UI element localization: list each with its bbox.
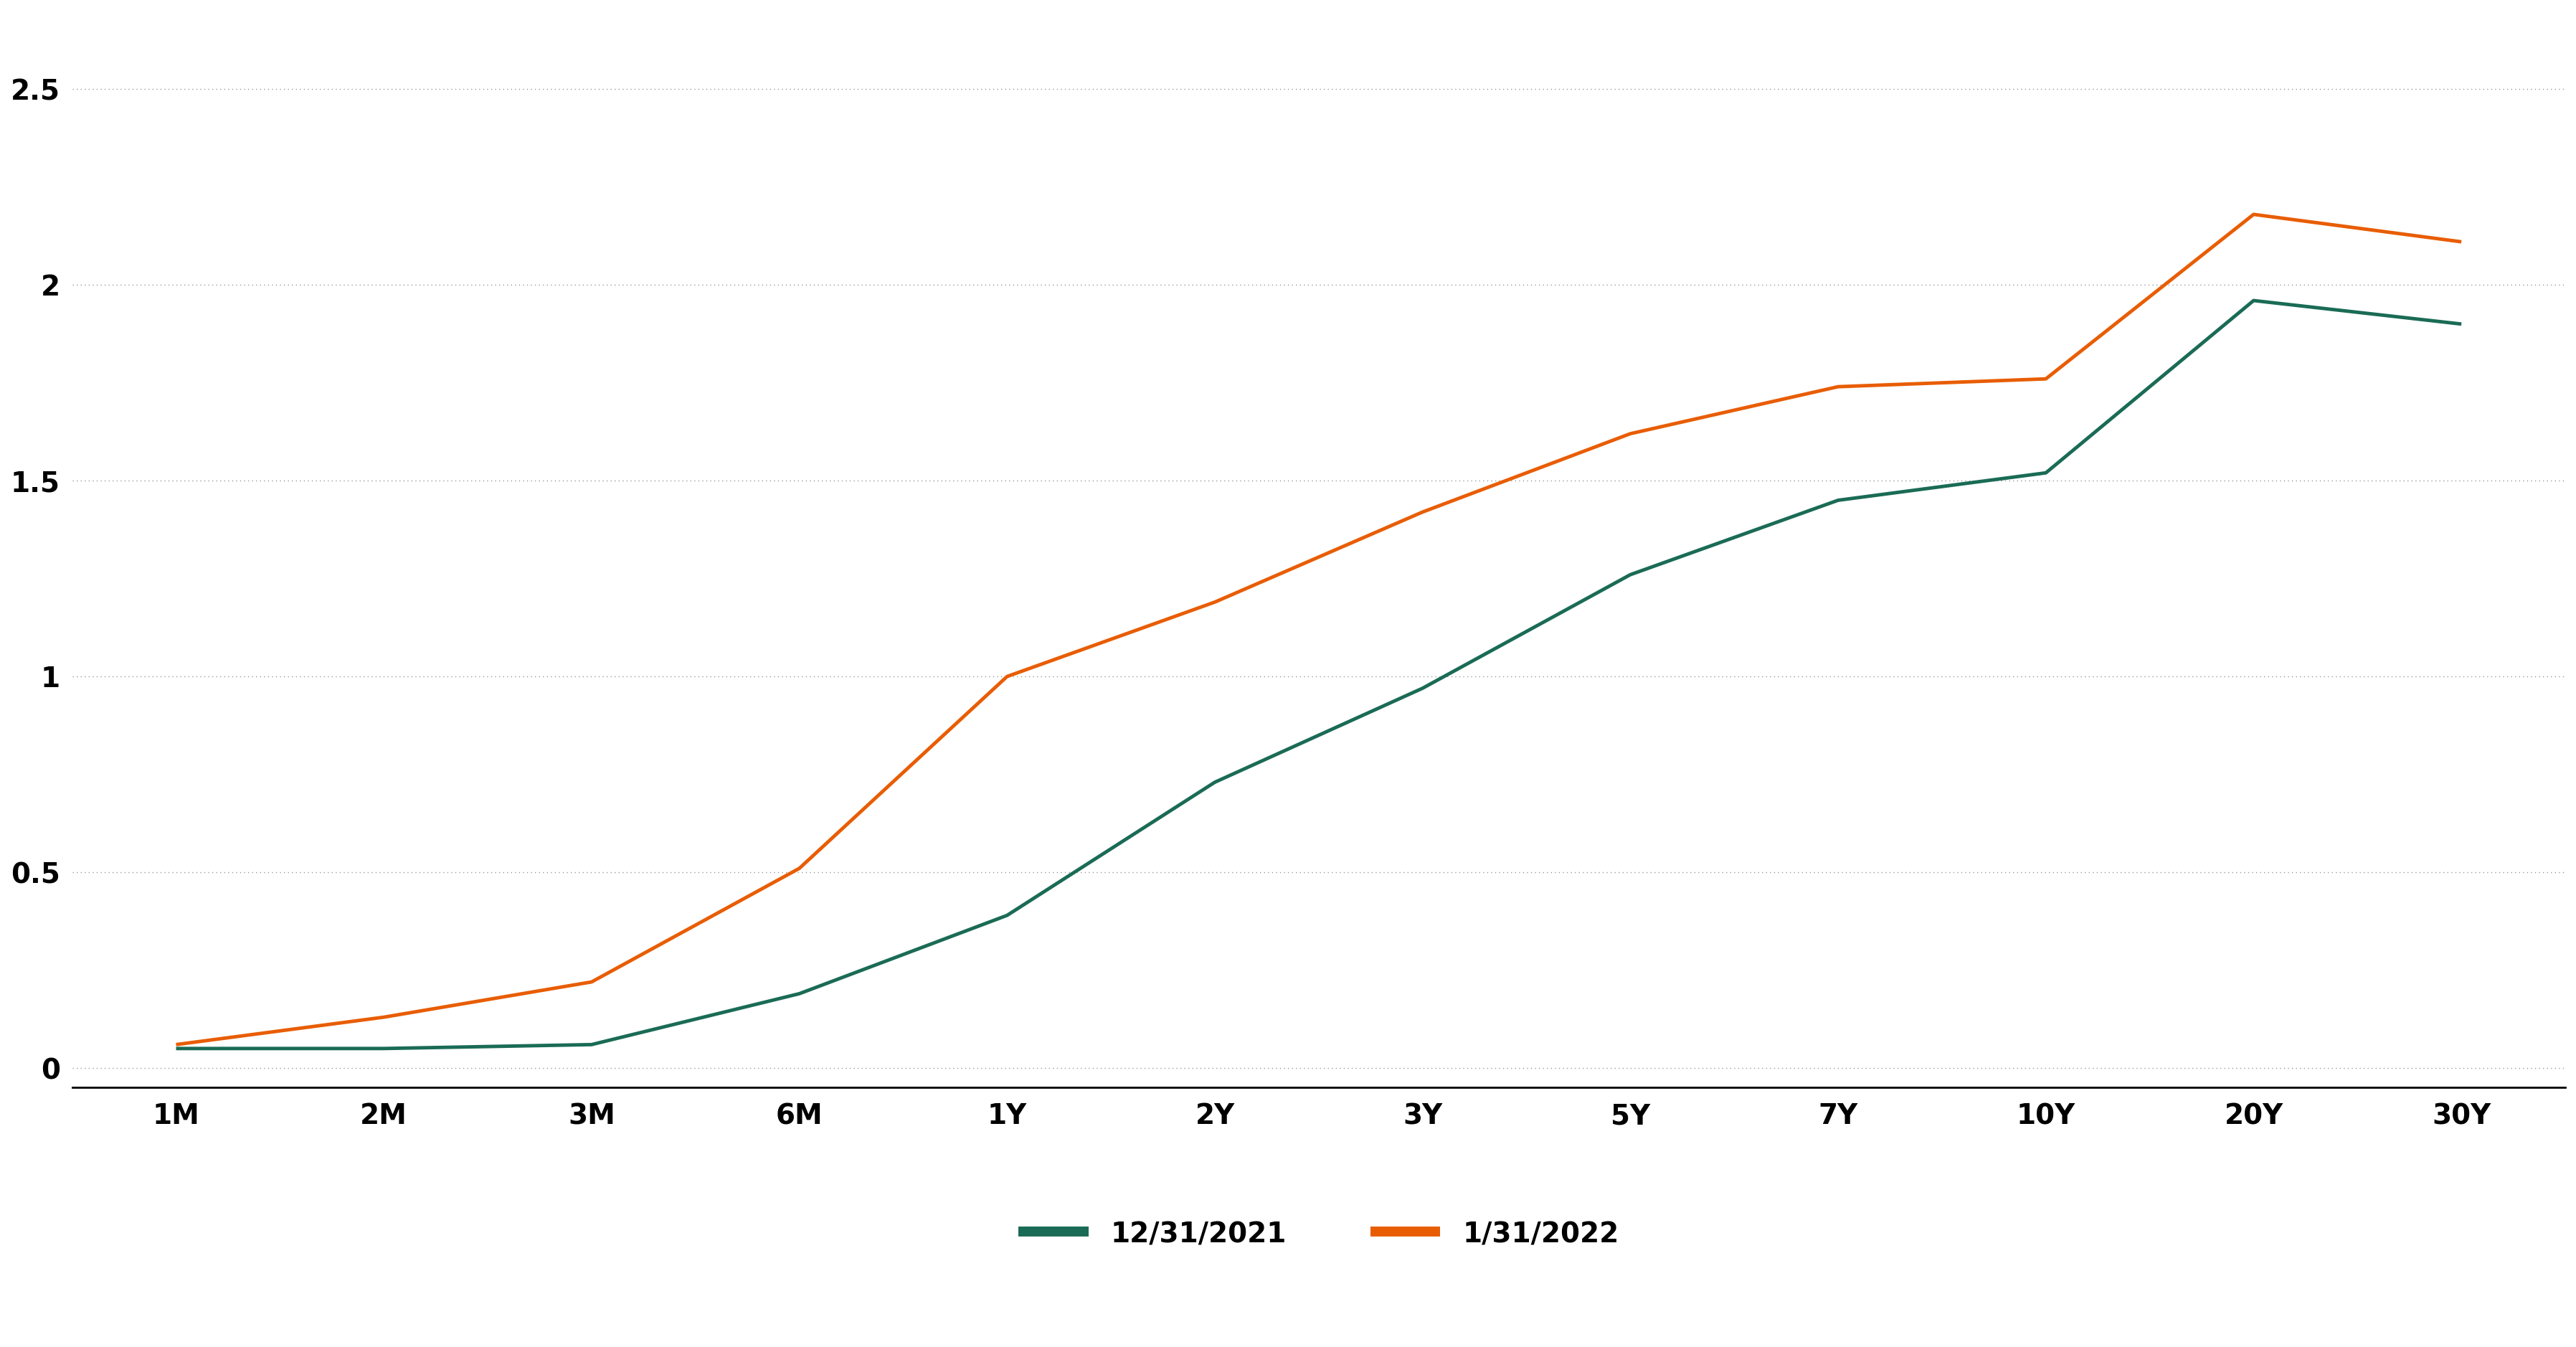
12/31/2021 bbox=[160, 1040, 191, 1056]
12/31/2021 bbox=[2445, 317, 2476, 333]
1/31/2022 bbox=[577, 974, 608, 990]
1/31/2022 bbox=[1824, 379, 1855, 395]
12/31/2021 bbox=[1406, 680, 1437, 696]
1/31/2022 bbox=[368, 1009, 399, 1025]
Line: 1/31/2022: 1/31/2022 bbox=[175, 214, 2460, 1044]
1/31/2022 bbox=[783, 861, 814, 877]
1/31/2022 bbox=[160, 1036, 191, 1052]
12/31/2021 bbox=[783, 986, 814, 1002]
12/31/2021 bbox=[1824, 492, 1855, 508]
Legend: 12/31/2021, 1/31/2022: 12/31/2021, 1/31/2022 bbox=[1007, 1210, 1631, 1259]
12/31/2021 bbox=[1200, 775, 1231, 791]
Line: 12/31/2021: 12/31/2021 bbox=[175, 300, 2460, 1048]
1/31/2022 bbox=[1200, 594, 1231, 610]
12/31/2021 bbox=[577, 1036, 608, 1052]
12/31/2021 bbox=[992, 908, 1023, 924]
1/31/2022 bbox=[2445, 234, 2476, 251]
12/31/2021 bbox=[2239, 292, 2269, 308]
12/31/2021 bbox=[1615, 567, 1646, 583]
12/31/2021 bbox=[368, 1040, 399, 1056]
1/31/2022 bbox=[1406, 504, 1437, 520]
1/31/2022 bbox=[2239, 206, 2269, 222]
1/31/2022 bbox=[992, 668, 1023, 684]
1/31/2022 bbox=[2030, 370, 2061, 387]
1/31/2022 bbox=[1615, 426, 1646, 442]
12/31/2021 bbox=[2030, 465, 2061, 481]
